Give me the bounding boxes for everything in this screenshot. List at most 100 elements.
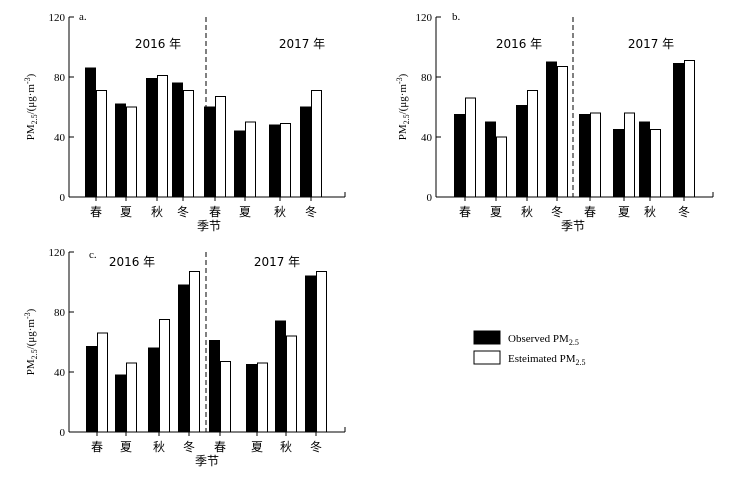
bar-estimated-c xyxy=(159,319,170,433)
bar-estimated-b xyxy=(527,90,538,198)
bar-estimated-c xyxy=(126,362,137,433)
x-tick-label-b: 春 xyxy=(459,205,471,219)
x-tick-label-b: 秋 xyxy=(521,205,533,219)
legend-label-observed: Observed PM2.5 xyxy=(508,333,579,347)
x-tick-label-c: 冬 xyxy=(183,439,195,454)
chart-panel-b: 04080120春夏秋冬春夏秋冬2016 年 2017 年b.季节PM2.5/(μ… xyxy=(395,11,714,233)
year-label-a: 2016 年 xyxy=(135,37,181,51)
x-axis-title-a: 季节 xyxy=(197,219,221,233)
bar-observed-b xyxy=(454,114,465,198)
y-axis-title-close-b: ) xyxy=(397,73,409,77)
y-axis-title-unit-b: /(μg·m xyxy=(397,84,409,115)
bar-observed-c xyxy=(148,347,159,433)
x-tick-label-a: 春 xyxy=(209,205,221,219)
bar-estimated-a xyxy=(215,96,226,198)
bar-observed-b xyxy=(639,121,650,198)
panel-label-a: a. xyxy=(79,11,87,23)
chart-panel-a: 04080120春夏秋冬春夏秋冬2016 年 2017 年a.季节PM2.5/(μ… xyxy=(23,11,346,233)
x-tick-label-a: 秋 xyxy=(151,205,163,219)
y-tick-label-b: 120 xyxy=(416,12,433,24)
y-tick-label-c: 40 xyxy=(54,367,66,379)
bar-observed-a xyxy=(146,78,157,198)
y-axis-title-unit-c: /(μg·m xyxy=(25,319,37,350)
bar-observed-a xyxy=(269,124,280,198)
x-tick-label-a: 春 xyxy=(90,205,102,219)
x-tick-label-c: 秋 xyxy=(280,440,292,454)
year-label-a: 2017 年 xyxy=(279,37,325,51)
y-axis-title-close-a: ) xyxy=(25,73,37,77)
bar-estimated-b xyxy=(624,112,635,198)
bar-observed-b xyxy=(579,114,590,198)
panel-label-c: c. xyxy=(89,249,97,261)
panel-label-b: b. xyxy=(452,11,461,23)
bar-estimated-b xyxy=(684,60,695,198)
y-tick-label-b: 80 xyxy=(421,72,433,84)
bar-observed-c xyxy=(209,340,220,433)
bar-estimated-c xyxy=(316,271,327,433)
year-label-c: 2017 年 xyxy=(254,255,300,269)
y-axis-title-unit-a: /(μg·m xyxy=(25,84,37,115)
bar-estimated-a xyxy=(183,90,194,198)
bar-estimated-b xyxy=(496,136,507,198)
bar-observed-b xyxy=(516,105,527,198)
y-tick-label-c: 80 xyxy=(54,307,66,319)
y-axis-title-b: PM2.5/(μg·m-3) xyxy=(395,73,411,140)
x-tick-label-b: 秋 xyxy=(644,205,656,219)
bar-estimated-c xyxy=(189,271,200,433)
bar-observed-c xyxy=(246,364,257,433)
y-axis-title-close-c: ) xyxy=(25,308,37,312)
x-tick-label-a: 冬 xyxy=(177,204,189,219)
legend-label-estimated: Esteimated PM2.5 xyxy=(508,353,586,367)
y-axis-title-sub-c: 2.5 xyxy=(30,349,39,359)
bar-observed-a xyxy=(204,106,215,198)
bar-observed-b xyxy=(546,61,557,198)
bar-estimated-c xyxy=(286,335,297,433)
year-label-b: 2016 年 xyxy=(496,37,542,51)
y-axis-title-sup-b: -3 xyxy=(395,77,404,84)
y-tick-label-a: 40 xyxy=(54,132,66,144)
bar-estimated-b xyxy=(557,66,568,198)
y-tick-label-c: 0 xyxy=(60,427,66,439)
legend-swatch-observed xyxy=(473,330,501,345)
bar-estimated-c xyxy=(97,332,108,433)
bar-estimated-a xyxy=(96,90,107,198)
y-axis-title-a: PM2.5/(μg·m-3) xyxy=(23,73,39,140)
bar-observed-c xyxy=(305,275,316,433)
y-tick-label-a: 120 xyxy=(49,12,66,24)
y-tick-label-c: 120 xyxy=(49,247,66,259)
legend: Observed PM2.5 Esteimated PM2.5 xyxy=(473,330,586,367)
bar-observed-a xyxy=(300,106,311,198)
bar-estimated-a xyxy=(245,121,256,198)
y-tick-label-b: 0 xyxy=(427,192,433,204)
y-axis-title-sub-a: 2.5 xyxy=(30,114,39,124)
x-tick-label-b: 冬 xyxy=(678,204,690,219)
x-tick-label-c: 秋 xyxy=(153,440,165,454)
y-axis-title-sup-a: -3 xyxy=(23,77,32,84)
x-tick-label-c: 春 xyxy=(91,440,103,454)
x-tick-label-c: 春 xyxy=(214,440,226,454)
x-tick-label-c: 冬 xyxy=(310,439,322,454)
bar-observed-b xyxy=(613,129,624,198)
y-tick-label-a: 0 xyxy=(60,192,66,204)
year-label-c: 2016 年 xyxy=(109,255,155,269)
chart-panel-c: 0 40 80 120 春 夏 秋 冬 春 夏 秋 冬 2016 年 2017 年 c. 季节 PM2.5/(μ… xyxy=(23,247,346,468)
x-tick-label-b: 夏 xyxy=(618,205,630,219)
bar-estimated-a xyxy=(126,106,137,198)
x-tick-label-a: 秋 xyxy=(274,205,286,219)
bar-estimated-c xyxy=(257,362,268,433)
x-tick-label-c: 夏 xyxy=(251,440,263,454)
bar-observed-a xyxy=(234,130,245,198)
y-axis-title-c: PM2.5/(μg·m-3) xyxy=(23,308,39,375)
bar-estimated-a xyxy=(280,123,291,198)
x-tick-label-b: 夏 xyxy=(490,205,502,219)
bar-observed-a xyxy=(172,82,183,198)
bar-observed-c xyxy=(275,320,286,433)
x-axis-title-c: 季节 xyxy=(195,454,219,468)
bar-observed-b xyxy=(485,121,496,198)
bar-observed-c xyxy=(86,346,97,433)
x-tick-label-a: 夏 xyxy=(239,205,251,219)
y-axis-title-main-a: PM xyxy=(25,124,37,140)
bar-observed-b xyxy=(673,63,684,198)
x-tick-label-a: 夏 xyxy=(120,205,132,219)
